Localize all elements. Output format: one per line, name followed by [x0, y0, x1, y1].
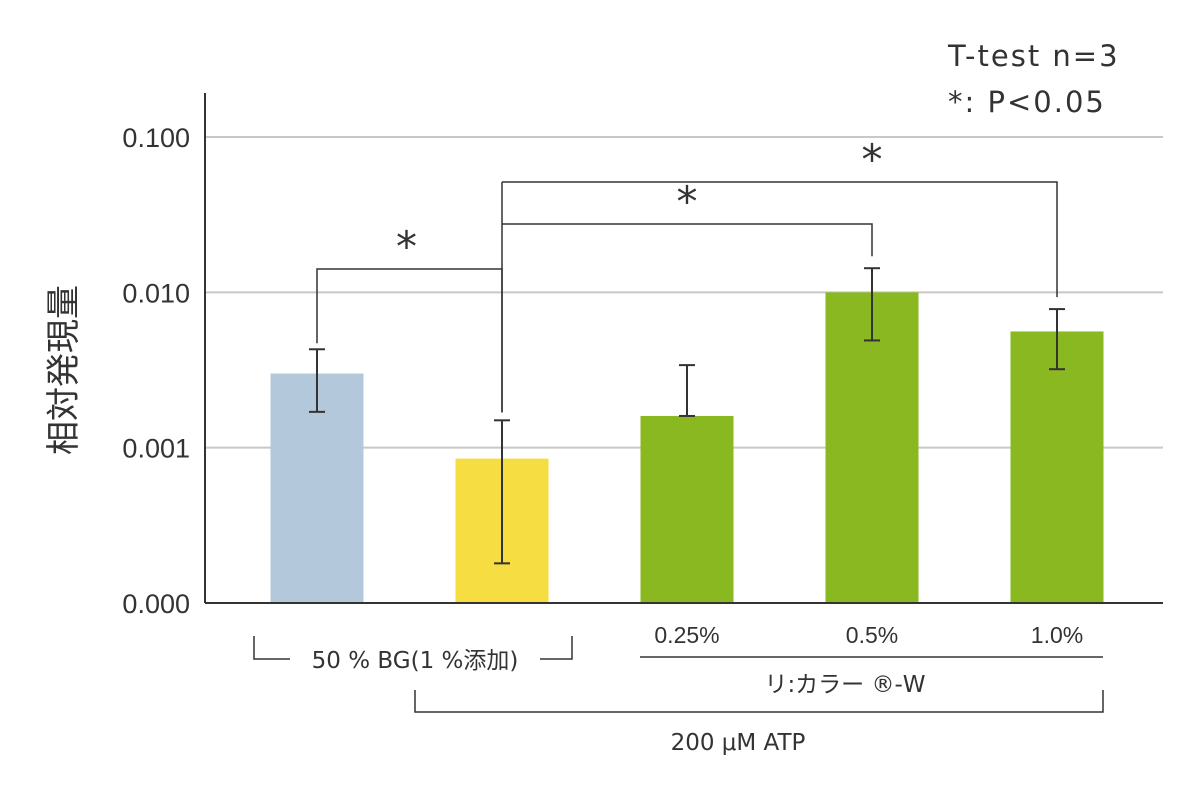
atp-group-bracket	[414, 690, 1104, 713]
error-bar	[309, 348, 325, 413]
y-tick-label: 0.001	[122, 434, 190, 464]
significance-brackets: * * *	[316, 135, 1058, 413]
bg-group-label: 50 % BG(1 %添加)	[312, 648, 519, 674]
significance-bracket	[502, 181, 1058, 298]
significance-bracket	[502, 223, 873, 257]
significance-star: *	[677, 177, 698, 226]
bar	[825, 292, 919, 603]
error-bar	[494, 419, 510, 565]
category-label: 0.5%	[846, 622, 898, 648]
product-group-label: リ:カラー ®-W	[764, 672, 925, 698]
significance-note: *: P<0.05	[948, 85, 1106, 119]
error-bar	[679, 364, 695, 417]
significance-star: *	[862, 135, 883, 184]
test-note: T-test n=3	[947, 39, 1120, 73]
category-label: 1.0%	[1031, 622, 1083, 648]
y-tick-labels: 0.000 0.001 0.010 0.100	[122, 123, 190, 619]
y-tick-label: 0.000	[122, 589, 190, 619]
bar	[1010, 331, 1104, 603]
category-label: 0.25%	[654, 622, 719, 648]
bars	[270, 292, 1104, 603]
bar	[640, 415, 734, 603]
y-axis-label: 相対発現量	[44, 285, 84, 455]
category-labels: 0.25% 0.5% 1.0%	[654, 622, 1083, 648]
axes	[204, 93, 1163, 604]
y-tick-label: 0.100	[122, 123, 190, 153]
error-bars	[309, 267, 1065, 565]
error-bar	[1049, 308, 1065, 371]
atp-group-label: 200 μM ATP	[671, 730, 806, 756]
significance-star: *	[396, 222, 417, 271]
error-bar	[864, 267, 880, 342]
y-tick-label: 0.010	[122, 278, 190, 308]
bg-group-bracket	[253, 636, 573, 660]
